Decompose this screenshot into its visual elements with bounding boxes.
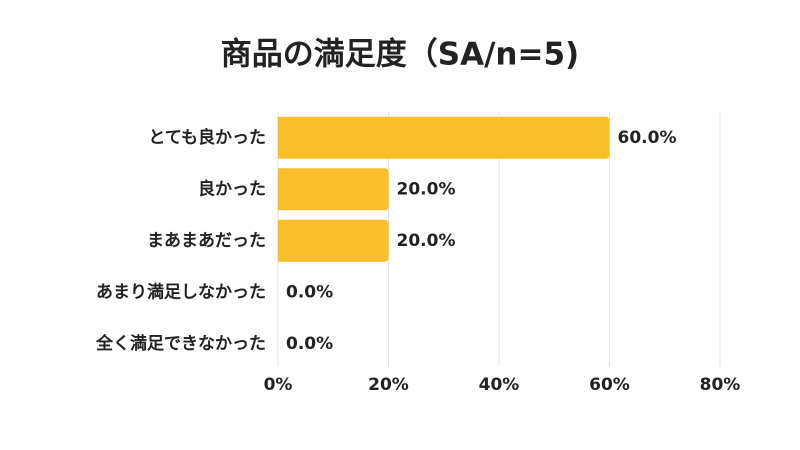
x-tick-label: 60% [589,375,630,395]
bar [278,168,389,211]
y-tick-label: 全く満足できなかった [95,333,266,354]
value-label: 0.0% [286,334,333,354]
x-tick-label: 80% [700,375,741,395]
value-label: 0.0% [286,282,333,302]
value-label: 20.0% [397,179,456,199]
y-tick-label: とても良かった [148,127,266,148]
value-label: 60.0% [618,128,677,148]
y-tick-label: あまり満足しなかった [96,281,266,302]
bar [278,219,389,262]
value-label: 20.0% [397,231,456,251]
x-tick-label: 20% [368,375,409,395]
y-tick-label: 良かった [198,178,266,199]
bar [278,116,610,159]
x-tick-label: 0% [264,375,293,395]
chart-title: 商品の満足度（SA/n=5) [221,37,579,73]
y-tick-label: まあまあだった [147,231,266,251]
x-tick-label: 40% [479,375,520,395]
